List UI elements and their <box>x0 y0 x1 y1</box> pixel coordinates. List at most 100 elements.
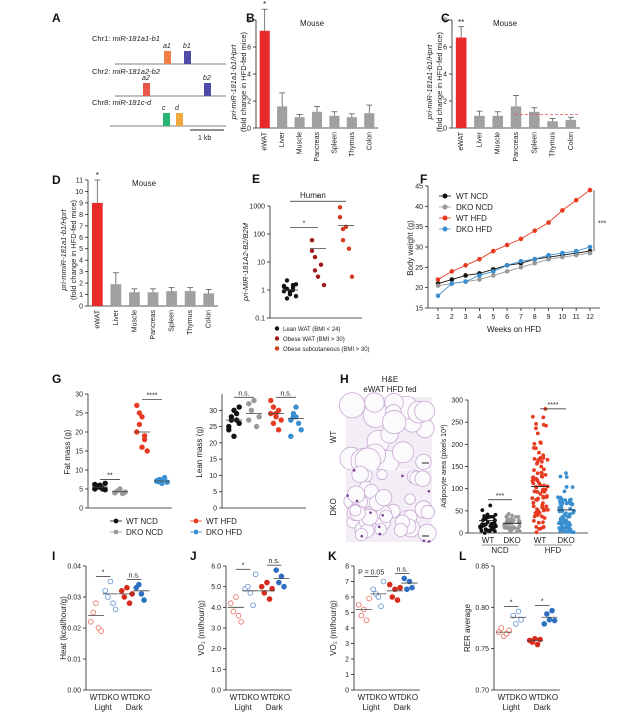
category-label: eWAT <box>94 309 101 328</box>
y-tick-label: 2.0 <box>211 646 221 653</box>
data-point <box>504 269 510 274</box>
exon-label: a1 <box>163 43 171 50</box>
data-point <box>560 521 565 526</box>
y-tick-label: 1 <box>345 672 349 679</box>
x-tick-label: 9 <box>547 314 551 321</box>
y-tick-label: 0.0 <box>211 688 221 695</box>
data-point <box>534 641 541 648</box>
nucleus-dot <box>427 540 431 543</box>
data-point <box>449 277 455 282</box>
data-point <box>315 274 321 279</box>
data-point <box>570 485 575 490</box>
y-tick-label: 30 <box>415 245 423 252</box>
data-point <box>568 523 572 527</box>
exon-box <box>143 83 150 96</box>
data-point <box>93 600 99 606</box>
series-line <box>437 250 591 285</box>
y-axis-label-c2: (fold change in HFD-fed mice) <box>435 31 444 132</box>
exon-box <box>204 83 211 96</box>
data-point <box>337 205 343 210</box>
panel-letter-b: B <box>246 11 255 25</box>
group-label: NCD <box>491 546 509 555</box>
nucleus-dot <box>352 469 356 472</box>
data-point <box>532 514 537 519</box>
bar-spleen <box>166 291 177 306</box>
gene-locus-label: Chr8: miR-181c-d <box>92 98 152 107</box>
data-point <box>477 277 482 282</box>
legend-label: DKO HFD <box>456 225 492 234</box>
category-label: Muscle <box>495 132 502 154</box>
data-point <box>559 497 564 502</box>
y-tick-label: 0.75 <box>475 646 489 653</box>
phase-label: Light <box>234 703 252 712</box>
significance-label: * <box>263 0 266 9</box>
y-tick-label: 1 <box>79 292 83 299</box>
x-tick-label: 1 <box>436 314 440 321</box>
data-point <box>513 621 519 627</box>
data-point <box>492 529 497 533</box>
bar-pancreas <box>311 111 323 128</box>
panel-letter-a: A <box>52 11 61 25</box>
data-point <box>397 584 403 591</box>
category-label: Pancreas <box>314 132 321 162</box>
y-axis-label-b: pri-miR-181a1-b1/Hprt <box>229 44 238 121</box>
data-point <box>256 414 262 420</box>
y-tick-label: 11 <box>76 178 83 185</box>
bar-ewat <box>455 37 467 128</box>
data-point <box>105 594 111 600</box>
panel-letter-k: K <box>328 549 337 563</box>
significance-label: n.s. <box>129 573 140 580</box>
y-tick-label: 1.0 <box>211 667 221 674</box>
y-tick-label: 3 <box>79 269 83 276</box>
y-tick-label: 50 <box>455 508 463 515</box>
x-tick-label: DKO <box>503 536 520 545</box>
data-point <box>278 417 284 423</box>
data-point <box>532 489 537 494</box>
data-point <box>340 238 346 243</box>
x-tick-label: 7 <box>519 314 523 321</box>
data-point <box>159 477 165 483</box>
significance-label: **** <box>147 393 158 400</box>
significance-label: * <box>303 221 306 228</box>
data-point <box>389 594 396 600</box>
adipocyte-cell <box>379 509 393 524</box>
bar-spleen <box>329 115 340 128</box>
data-point <box>538 440 543 445</box>
data-point <box>541 520 545 525</box>
data-point <box>509 517 514 521</box>
y-axis-label-j: VO₂ (ml/hour/g) <box>197 600 206 656</box>
data-point <box>102 587 109 594</box>
data-point <box>295 420 302 427</box>
data-point <box>121 594 128 600</box>
significance-label: ** <box>458 18 464 27</box>
data-point <box>477 256 482 262</box>
data-point <box>252 571 259 578</box>
x-tick-label: WT <box>261 693 274 702</box>
data-point <box>532 635 538 642</box>
data-point <box>536 520 541 525</box>
data-point <box>488 503 493 508</box>
data-point <box>535 471 540 476</box>
data-point <box>537 481 541 486</box>
data-point <box>281 583 287 590</box>
y-tick-label: 4 <box>345 626 349 633</box>
y-tick-label: 0 <box>459 531 463 538</box>
y-tick-label: 0 <box>345 688 349 695</box>
data-point <box>507 519 512 524</box>
nucleus-dot <box>422 539 426 543</box>
data-point <box>532 468 536 473</box>
data-point <box>504 242 510 248</box>
data-point <box>564 529 569 534</box>
adipocyte-cell <box>382 410 407 435</box>
y-tick-label: 2 <box>345 657 349 664</box>
data-point <box>530 479 535 483</box>
data-point <box>235 612 242 619</box>
nucleus-dot <box>346 494 349 497</box>
nucleus-dot <box>378 532 382 536</box>
data-point <box>535 490 540 494</box>
data-point <box>544 611 550 617</box>
data-point <box>540 505 545 510</box>
data-point <box>380 578 387 585</box>
data-point <box>141 597 147 603</box>
y-tick-label: 0.03 <box>67 595 81 602</box>
